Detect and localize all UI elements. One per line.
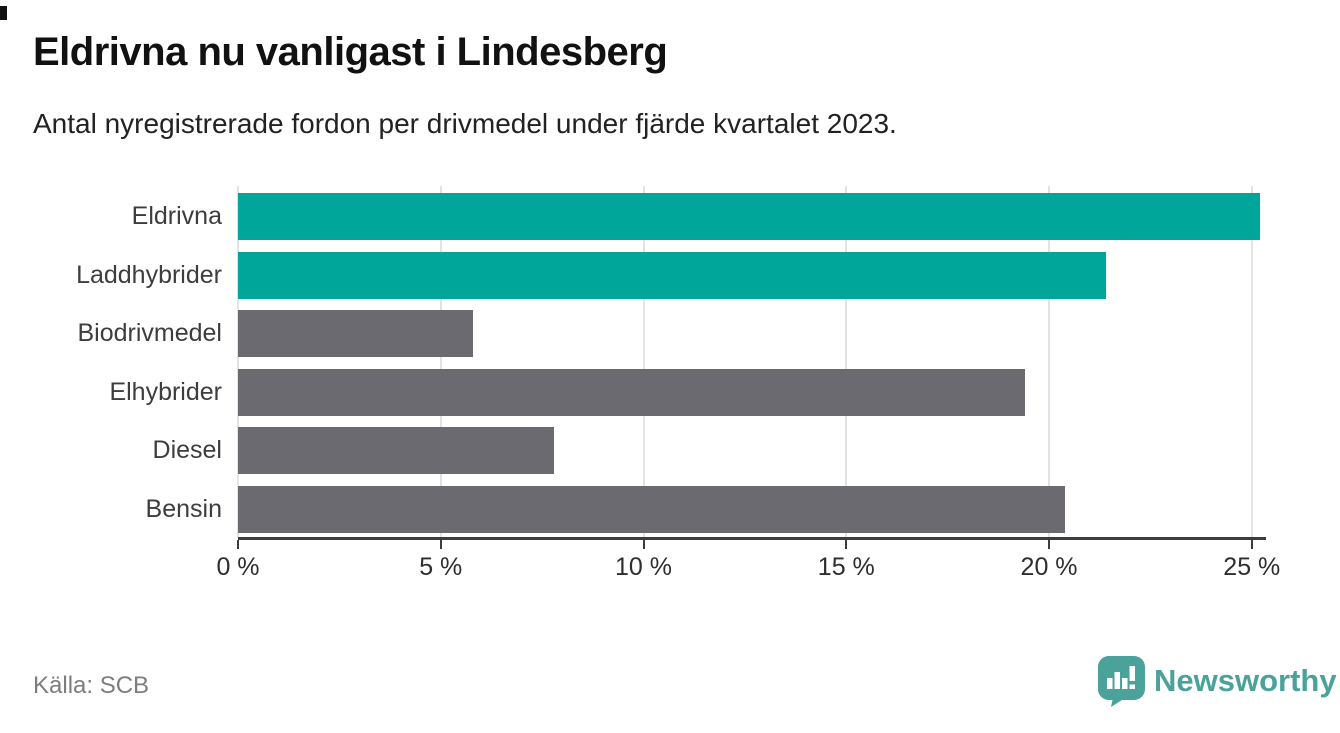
newsworthy-speech-bubble-chart-icon	[1098, 655, 1145, 707]
bar-diesel	[238, 427, 555, 474]
bar-eldrivna	[238, 193, 1260, 240]
gridline-25	[1250, 186, 1253, 538]
tick-mark-0	[237, 540, 239, 549]
bar-biodrivmedel	[238, 310, 474, 357]
corner-edge-mark	[0, 6, 7, 20]
category-label: Eldrivna	[131, 202, 222, 230]
tick-mark-15	[845, 540, 848, 549]
tick-mark-25	[1250, 540, 1253, 549]
category-label: Diesel	[152, 436, 222, 464]
tick-label: 25 %	[1223, 553, 1281, 581]
chart-subtitle: Antal nyregistrerade fordon per drivmede…	[33, 108, 897, 139]
bar-elhybrider	[238, 368, 1025, 416]
tick-label: 5 %	[419, 553, 463, 581]
bar-laddhybrider	[238, 251, 1106, 299]
category-label: Bensin	[145, 494, 222, 523]
brand-wordmark: Newsworthy	[1154, 663, 1337, 698]
gridline-0	[237, 186, 239, 538]
tick-label: 10 %	[615, 553, 673, 581]
bar-bensin	[238, 485, 1066, 533]
category-labels: Eldrivna Laddhybrider Biodrivmedel Elhybrid…	[0, 186, 222, 540]
chart-title: Eldrivna nu vanligast i Lindesberg	[33, 30, 668, 74]
source-note: Källa: SCB	[33, 672, 150, 699]
tick-mark-5	[439, 540, 442, 549]
horizontal-bar-chart: Eldrivna Laddhybrider Biodrivmedel Elhybrid…	[0, 186, 1340, 596]
gridline-15	[845, 186, 848, 538]
plot-area	[237, 186, 1266, 540]
tick-label: 20 %	[1020, 553, 1078, 581]
tick-label: 15 %	[817, 553, 875, 581]
gridline-10	[642, 186, 645, 538]
gridline-20	[1048, 186, 1051, 538]
tick-mark-10	[642, 540, 645, 549]
category-label: Laddhybrider	[76, 260, 222, 289]
tick-mark-20	[1048, 540, 1051, 549]
newsworthy-logo: Newsworthy	[1098, 655, 1337, 707]
category-label: Elhybrider	[109, 377, 222, 406]
x-axis-line	[238, 537, 1266, 540]
x-axis-ticks: 0 % 5 % 10 % 15 % 20 % 25 %	[216, 540, 1280, 590]
category-label: Biodrivmedel	[77, 319, 222, 347]
tick-label: 0 %	[216, 553, 260, 581]
gridline-5	[439, 186, 442, 538]
